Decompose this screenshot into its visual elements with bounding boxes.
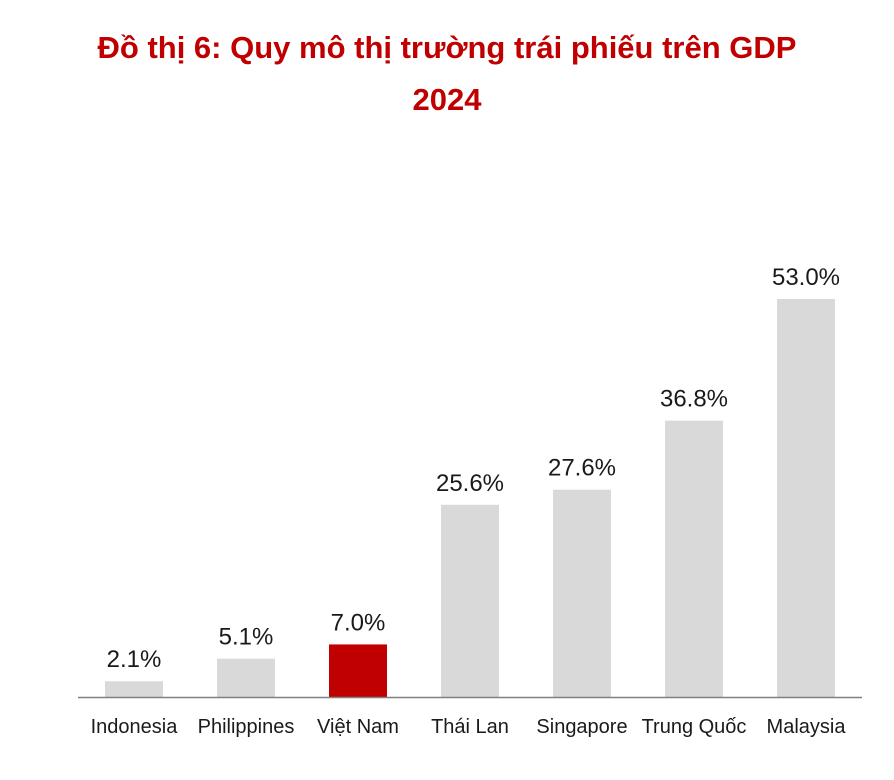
bar-viet-nam (329, 644, 387, 697)
bar-philippines (217, 658, 275, 697)
bar-indonesia (105, 681, 163, 697)
category-label-trung-quoc: Trung Quốc (642, 716, 747, 738)
chart-title-line-2: 2024 (412, 82, 482, 117)
bar-trung-quoc (665, 420, 723, 697)
bars-group (105, 299, 835, 697)
bar-malaysia (777, 299, 835, 697)
value-label-thai-lan: 25.6% (436, 470, 504, 497)
value-label-indonesia: 2.1% (107, 646, 162, 673)
value-label-singapore: 27.6% (548, 455, 616, 482)
value-label-viet-nam: 7.0% (331, 609, 386, 636)
chart-title: Đồ thị 6: Quy mô thị trường trái phiếu t… (0, 22, 894, 126)
chart-title-line-1: Đồ thị 6: Quy mô thị trường trái phiếu t… (97, 30, 797, 65)
value-label-trung-quoc: 36.8% (660, 386, 728, 413)
category-label-philippines: Philippines (198, 716, 295, 738)
category-label-thai-lan: Thái Lan (431, 716, 509, 738)
bar-thai-lan (441, 504, 499, 697)
value-label-philippines: 5.1% (219, 624, 274, 651)
category-label-viet-nam: Việt Nam (317, 716, 399, 738)
category-label-indonesia: Indonesia (91, 716, 179, 738)
category-label-malaysia: Malaysia (767, 716, 847, 738)
value-label-malaysia: 53.0% (772, 264, 840, 291)
bar-singapore (553, 489, 611, 697)
category-labels-group: Indonesia Philippines Việt Nam Thái Lan Sing… (91, 716, 847, 738)
value-labels-group: 2.1% 5.1% 7.0% 25.6% 27.6% 36.8% 53.0% (107, 264, 840, 673)
category-label-singapore: Singapore (536, 716, 627, 738)
